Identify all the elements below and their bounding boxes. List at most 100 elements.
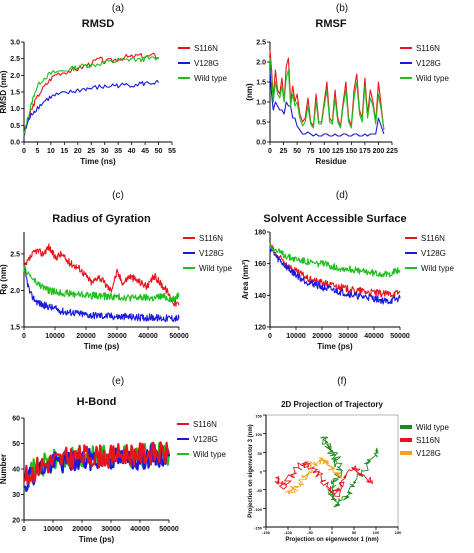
chart-title-c: Radius of Gyration [52,213,151,225]
x-tick-label-d-1: 10000 [286,333,306,340]
x-tick-label-d-3: 30000 [338,333,358,340]
y-tick-label-d-2: 160 [254,261,266,268]
series-line-d-wild-type [269,242,401,278]
y-axis-label-a: RMSD (nm) [0,70,8,113]
x-tick-label-a-7: 35 [114,148,122,155]
chart-title-e: H-Bond [77,396,117,408]
panel-label-a: (a) [112,3,124,14]
series-line-b-v128g [269,69,385,137]
x-tick-label-f-6: 150 [395,530,402,535]
x-axis-label-b: Residue [315,157,347,166]
plot-frame-f [265,414,399,528]
x-tick-label-c-3: 30000 [107,333,127,340]
y-tick-label-c-0: 1.5 [10,325,20,332]
x-tick-label-f-3: 0 [331,530,334,535]
legend-label-a-1: V128G [194,59,219,68]
x-tick-label-a-0: 0 [22,148,26,155]
y-tick-label-a-1: 0.5 [10,123,20,130]
x-axis-label-e: Time (ps) [79,535,115,544]
x-tick-label-e-2: 20000 [72,526,92,533]
panel-label-c: (c) [112,190,124,201]
x-tick-label-d-5: 50000 [390,333,410,340]
legend-label-b-1: V128G [416,59,441,68]
y-tick-label-f-3: 0 [260,470,263,475]
y-tick-label-b-5: 2.5 [256,40,266,47]
y-tick-label-e-0: 20 [12,518,20,525]
y-tick-label-d-1: 140 [254,293,266,300]
legend-label-c-0: S116N [199,234,223,243]
x-tick-label-e-1: 10000 [43,526,63,533]
y-tick-label-b-2: 1.0 [256,100,266,107]
series-line-b-wild-type [269,57,385,131]
y-tick-label-d-3: 180 [254,230,266,237]
x-tick-label-b-6: 150 [345,148,357,155]
y-tick-label-a-4: 2.0 [10,73,20,80]
x-tick-label-a-1: 5 [36,148,40,155]
y-tick-label-a-2: 1.0 [10,106,20,113]
legend-label-d-1: V128G [421,249,446,258]
x-tick-label-b-0: 0 [268,148,272,155]
x-tick-label-f-0: -150 [262,530,271,535]
series-line-a-wild-type [23,55,159,135]
series-line-c-s116n [23,243,180,307]
legend-label-e-1: V128G [193,435,218,444]
y-tick-label-c-1: 2.0 [10,288,20,295]
legend-label-e-2: Wild type [193,450,226,459]
x-tick-label-a-6: 30 [101,148,109,155]
legend-label-a-2: Wild type [194,74,227,83]
x-tick-label-d-0: 0 [268,333,272,340]
legend-label-d-0: S116N [421,234,445,243]
x-tick-label-a-3: 15 [60,148,68,155]
y-axis-label-c: Rg (nm) [0,264,8,295]
y-axis-label-f: Projection on eigenvector 3 (nm) [248,424,254,517]
x-tick-label-e-0: 0 [22,526,26,533]
x-tick-label-a-4: 20 [74,148,82,155]
y-tick-label-a-3: 1.5 [10,90,20,97]
x-tick-label-a-8: 40 [128,148,136,155]
x-tick-label-a-9: 45 [141,148,149,155]
series-line-c-v128g [23,265,180,323]
panel-label-f: (f) [337,376,346,387]
x-tick-label-c-4: 40000 [138,333,158,340]
y-tick-label-b-0: 0.0 [256,140,266,147]
x-tick-label-e-4: 40000 [130,526,150,533]
series-line-e-s116n [23,441,170,485]
legend-label-b-0: S116N [416,44,440,53]
y-tick-label-f-6: 150 [255,414,262,419]
x-tick-label-b-2: 50 [293,148,301,155]
x-tick-label-b-7: 175 [359,148,371,155]
x-axis-label-f: Projection on eigenvector 1 (nm) [285,537,378,543]
x-tick-label-a-10: 50 [155,148,163,155]
x-axis-label-a: Time (ns) [80,157,116,166]
series-line-a-v128g [23,79,159,136]
x-tick-label-f-1: -100 [284,530,293,535]
series-line-c-wild-type [23,264,180,303]
y-tick-label-f-4: 50 [258,451,263,456]
y-tick-label-f-2: -50 [256,488,263,493]
x-tick-label-b-4: 100 [318,148,330,155]
x-tick-label-e-3: 30000 [101,526,121,533]
x-tick-label-d-4: 40000 [364,333,384,340]
series-line-f-v128g [284,457,343,495]
x-tick-label-e-5: 50000 [159,526,179,533]
chart-title-d: Solvent Accessible Surface [263,213,406,225]
x-tick-label-c-1: 10000 [45,333,65,340]
legend-label-e-0: S116N [193,420,217,429]
x-tick-label-c-2: 20000 [76,333,96,340]
y-tick-label-a-6: 3.0 [10,40,20,47]
series-line-f-wild-type [320,436,379,508]
y-tick-label-f-5: 100 [255,432,262,437]
legend-label-a-0: S116N [194,44,218,53]
x-axis-label-c: Time (ps) [84,342,120,351]
chart-title-b: RMSF [315,18,346,30]
x-tick-label-a-5: 25 [87,148,95,155]
y-tick-label-d-0: 120 [254,325,266,332]
y-tick-label-f-1: -100 [254,507,263,512]
x-tick-label-b-8: 200 [373,148,385,155]
y-tick-label-e-4: 60 [12,416,20,423]
series-line-d-v128g [269,247,401,305]
y-tick-label-b-3: 1.5 [256,80,266,87]
x-tick-label-f-4: 50 [352,530,357,535]
